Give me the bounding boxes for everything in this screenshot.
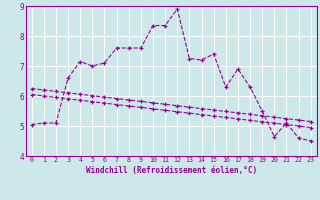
X-axis label: Windchill (Refroidissement éolien,°C): Windchill (Refroidissement éolien,°C) [86,166,257,175]
